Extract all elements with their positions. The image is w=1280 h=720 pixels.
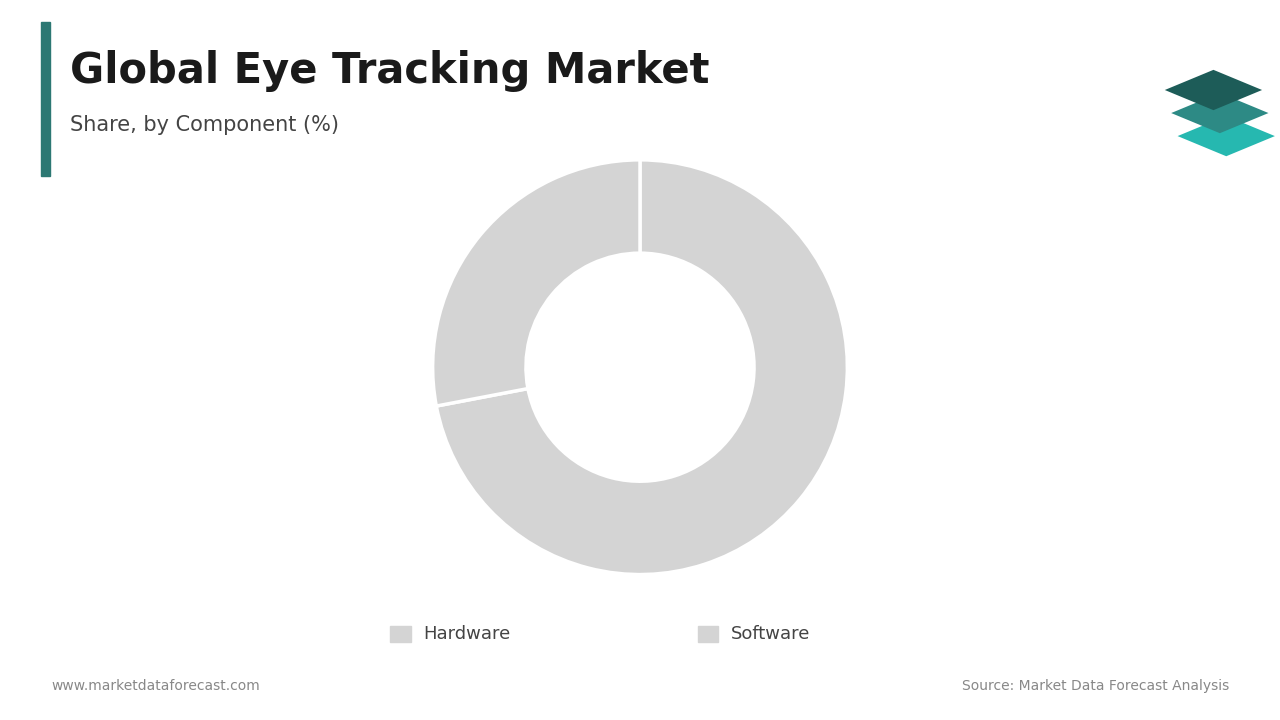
Text: Source: Market Data Forecast Analysis: Source: Market Data Forecast Analysis bbox=[961, 679, 1229, 693]
Text: Software: Software bbox=[731, 625, 810, 643]
Text: www.marketdataforecast.com: www.marketdataforecast.com bbox=[51, 679, 260, 693]
Wedge shape bbox=[436, 160, 847, 575]
Text: Global Eye Tracking Market: Global Eye Tracking Market bbox=[70, 50, 710, 92]
Text: Share, by Component (%): Share, by Component (%) bbox=[70, 115, 339, 135]
Wedge shape bbox=[433, 160, 640, 406]
Text: Hardware: Hardware bbox=[424, 625, 511, 643]
